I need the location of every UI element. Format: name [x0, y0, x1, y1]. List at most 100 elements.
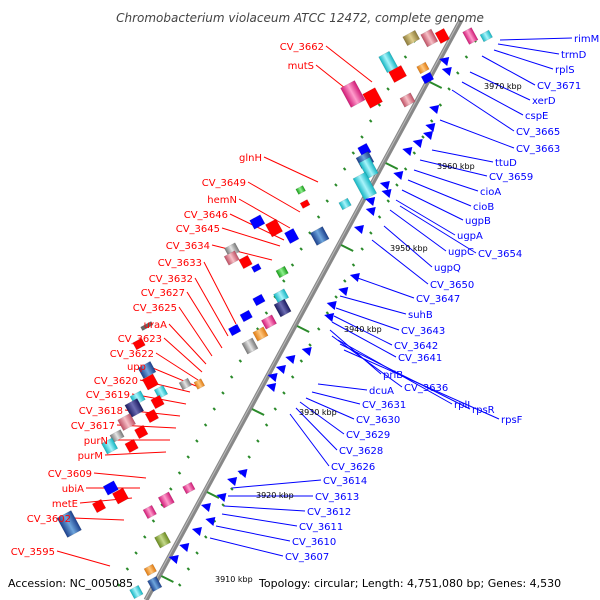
- gene-features: [56, 27, 493, 600]
- label-leader: [72, 517, 125, 521]
- gene-feature: [238, 254, 253, 270]
- gene-label: trmD: [561, 50, 587, 61]
- gene-label: upp: [127, 362, 146, 373]
- gene-label: CV_3618: [79, 406, 123, 417]
- gene-label: CV_3619: [86, 390, 130, 401]
- label-leader: [299, 401, 345, 435]
- tick-mark: [447, 87, 451, 91]
- gene-feature: [124, 438, 139, 454]
- label-leader: [493, 49, 554, 70]
- tick-mark: [134, 551, 138, 555]
- gene-label: CV_3610: [292, 537, 336, 548]
- gene-label: CV_3647: [416, 294, 460, 305]
- tick-mark: [308, 343, 312, 347]
- gene-feature: [223, 250, 240, 266]
- tick-mark: [212, 407, 216, 411]
- gene-label: hemN: [207, 195, 237, 206]
- reverse-gene-arrow: [227, 477, 238, 486]
- tick-mark: [421, 135, 425, 139]
- gene-label: CV_3633: [158, 258, 202, 269]
- gene-feature: [124, 398, 145, 418]
- label-leader: [439, 119, 515, 149]
- label-leader: [351, 275, 415, 299]
- gene-label: uraA: [144, 320, 168, 331]
- tick-mark: [438, 103, 443, 107]
- gene-label: CV_3623: [118, 334, 162, 345]
- gene-label: cioB: [473, 202, 494, 213]
- position-labels: 3970 kbp 3960 kbp 3950 kbp 3940 kbp 3930…: [215, 82, 522, 584]
- label-leader: [481, 55, 536, 86]
- tick-mark: [395, 183, 399, 187]
- reverse-gene-arrow: [393, 171, 404, 180]
- label-leader: [289, 413, 330, 467]
- reverse-gene-arrow: [439, 57, 450, 66]
- reverse-gene-arrow: [338, 287, 349, 296]
- label-leader: [419, 159, 488, 177]
- reverse-gene-arrow: [179, 543, 190, 552]
- gene-label: suhB: [408, 310, 433, 321]
- gene-label: cspE: [525, 111, 548, 122]
- gene-label: CV_3612: [307, 507, 351, 518]
- accession-text: Accession: NC_005085: [8, 577, 133, 590]
- label-leader: [389, 209, 447, 252]
- label-leader: [469, 71, 531, 101]
- gene-label: CV_3654: [478, 249, 522, 260]
- tick-mark: [342, 167, 347, 171]
- gene-label: rplS: [555, 65, 575, 76]
- label-leader: [231, 479, 322, 489]
- tick-mark: [151, 519, 156, 523]
- gene-feature: [340, 80, 366, 108]
- gene-label: CV_3665: [516, 127, 560, 138]
- label-leader: [383, 225, 433, 268]
- reverse-gene-arrow: [301, 347, 312, 356]
- gene-feature: [252, 293, 266, 307]
- tick-mark: [325, 199, 329, 203]
- map-title: Chromobacterium violaceum ATCC 12472, co…: [116, 11, 484, 25]
- tick-mark: [290, 263, 295, 267]
- gene-feature: [378, 50, 399, 74]
- gene-feature: [388, 65, 408, 83]
- tick-mark: [204, 535, 208, 539]
- reverse-gene-arrow: [326, 301, 337, 310]
- gene-feature: [462, 27, 479, 45]
- tick-mark: [386, 87, 390, 91]
- gene-label: CV_3628: [339, 446, 383, 457]
- gene-label: CV_3643: [401, 326, 445, 337]
- gene-label: CV_3659: [489, 172, 533, 183]
- gene-label: CV_3613: [315, 492, 359, 503]
- gene-label: purM: [78, 451, 103, 462]
- gene-label: rpsF: [501, 415, 523, 426]
- reverse-gene-arrow: [216, 493, 227, 502]
- label-leader: [331, 321, 397, 358]
- gene-label: CV_3641: [398, 353, 442, 364]
- gene-label: CV_3662: [280, 42, 324, 53]
- gene-feature: [91, 498, 107, 514]
- tick-mark: [334, 295, 338, 299]
- reverse-gene-arrow: [365, 207, 376, 216]
- kbp-tick: [296, 325, 310, 333]
- tick-mark: [412, 151, 417, 155]
- tick-mark: [116, 583, 121, 587]
- gene-feature: [434, 28, 450, 44]
- reverse-gene-arrow: [423, 131, 433, 140]
- tick-mark: [360, 135, 364, 139]
- gene-label: CV_3617: [71, 421, 115, 432]
- gene-feature: [112, 487, 129, 505]
- label-leader: [497, 43, 560, 55]
- gene-feature: [249, 214, 266, 230]
- gene-feature: [56, 510, 82, 538]
- label-leaders: [56, 37, 573, 567]
- tick-mark: [334, 183, 338, 187]
- tick-mark: [186, 567, 191, 571]
- gene-label: ttuD: [495, 158, 517, 169]
- gene-label: CV_3634: [166, 241, 210, 252]
- label-leader: [211, 244, 273, 261]
- gene-feature: [101, 437, 119, 455]
- label-leader: [163, 337, 203, 373]
- reverse-gene-arrow: [191, 527, 202, 536]
- gene-label: rimM: [574, 34, 599, 45]
- gene-feature: [141, 373, 159, 391]
- tick-mark: [403, 167, 408, 171]
- tick-mark: [282, 391, 286, 395]
